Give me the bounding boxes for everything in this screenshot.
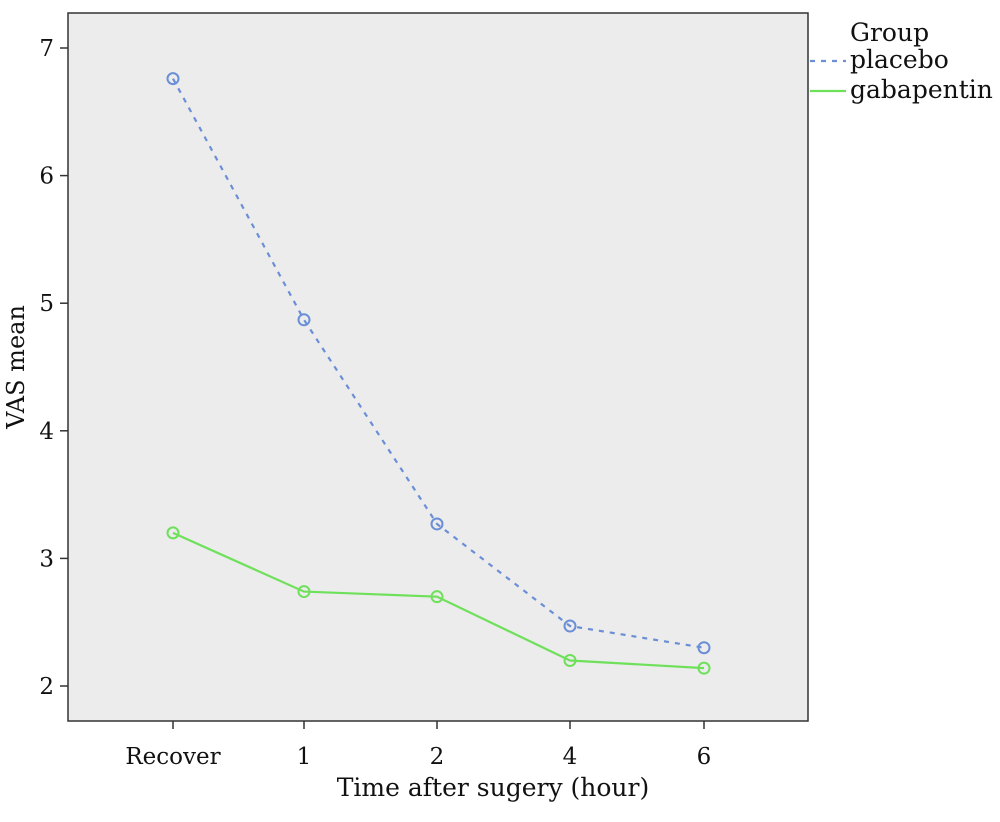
data-point-gabapentin [297,585,311,599]
series-line-placebo [172,78,705,649]
x-tick-label: 2 [430,744,445,770]
x-tick-label: Recover [125,744,220,770]
data-point-gabapentin [563,653,577,667]
series-line-gabapentin [172,531,705,670]
data-point-placebo [297,313,311,327]
data-point-placebo [563,619,577,633]
data-point-placebo [166,72,180,86]
x-tick-label: 6 [697,744,712,770]
y-tick-label: 2 [39,674,54,700]
y-tick-label: 7 [39,36,54,62]
data-point-gabapentin [697,661,711,675]
data-point-placebo [697,641,711,655]
y-axis: 2 3 4 5 6 7 [39,36,68,700]
x-tick-label: 4 [563,744,578,770]
plot-area [67,12,809,722]
data-point-placebo [430,517,444,531]
data-point-gabapentin [166,526,180,540]
x-axis: Recover 1 2 4 6 [125,721,711,770]
y-tick-label: 5 [39,291,54,317]
legend-label-placebo: placebo [850,45,949,74]
x-tick-label: 1 [297,744,312,770]
data-point-gabapentin [430,590,444,604]
legend-title: Group [850,18,929,47]
y-tick-label: 4 [39,419,54,445]
x-axis-label: Time after sugery (hour) [337,773,649,802]
y-tick-label: 6 [39,164,54,190]
legend-label-gabapentin: gabapentin [850,75,993,104]
series-layer [166,72,711,675]
y-axis-label: VAS mean [2,305,30,430]
y-tick-label: 3 [39,546,54,572]
